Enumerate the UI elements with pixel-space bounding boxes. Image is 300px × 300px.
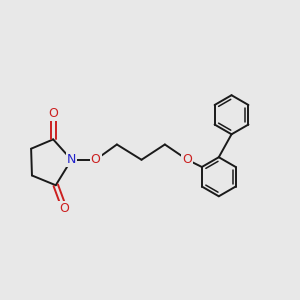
Text: N: N xyxy=(67,153,76,166)
Text: O: O xyxy=(91,153,100,166)
Text: O: O xyxy=(48,107,58,120)
Text: O: O xyxy=(182,153,192,166)
Text: O: O xyxy=(59,202,69,215)
